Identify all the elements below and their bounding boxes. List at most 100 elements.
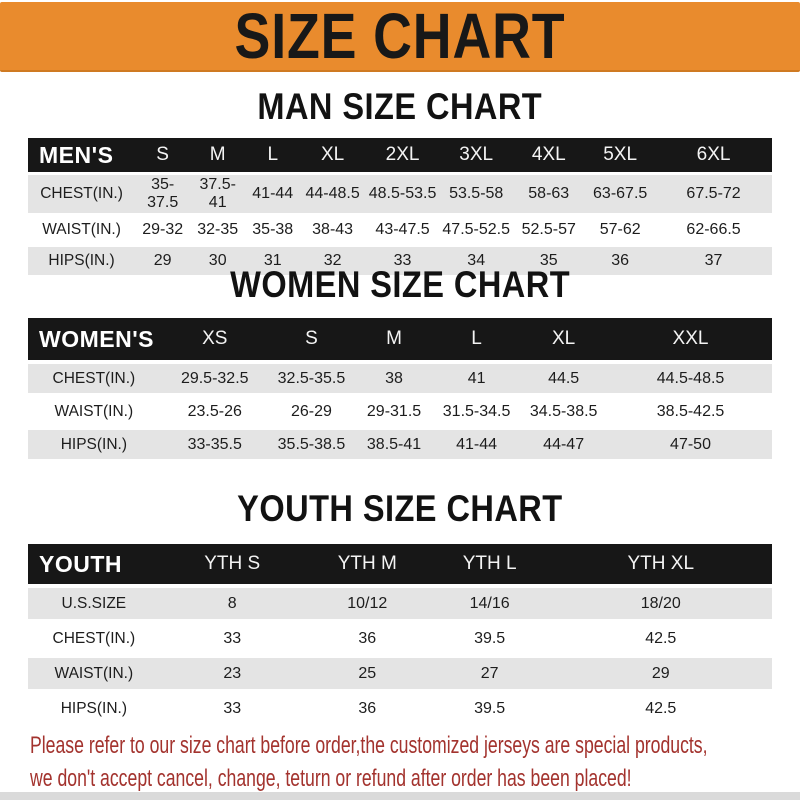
- column-header: M: [190, 138, 246, 172]
- size-cell: 32: [300, 247, 365, 275]
- size-cell: 36: [304, 693, 430, 724]
- column-header: XXL: [609, 318, 772, 360]
- size-cell: 38-43: [300, 216, 365, 244]
- size-cell: 35-37.5: [135, 175, 191, 213]
- size-cell: 41-44: [245, 175, 301, 213]
- table-row: WAIST(IN.) 23 25 27 29: [28, 658, 772, 689]
- table-row: CHEST(IN.) 29.5-32.5 32.5-35.5 38 41 44.5 44.5…: [28, 364, 772, 393]
- size-cell: 33: [364, 247, 441, 275]
- mens-size-table: MEN'S S M L XL 2XL 3XL 4XL 5XL 6XL CHEST(IN.) 35-37…: [28, 135, 772, 278]
- table-row: U.S.SIZE 8 10/12 14/16 18/20: [28, 588, 772, 619]
- size-cell: 34: [440, 247, 513, 275]
- size-cell: 26-29: [269, 397, 354, 426]
- size-cell: 44.5: [518, 364, 610, 393]
- size-cell: 41-44: [434, 430, 519, 459]
- size-cell: 31: [245, 247, 301, 275]
- size-cell: 67.5-72: [655, 175, 772, 213]
- size-cell: 30: [190, 247, 246, 275]
- size-cell: 35.5-38.5: [269, 430, 354, 459]
- size-cell: 34.5-38.5: [518, 397, 610, 426]
- table-corner-label: YOUTH: [28, 544, 160, 584]
- column-header: 2XL: [364, 138, 441, 172]
- size-cell: 57-62: [585, 216, 656, 244]
- column-header: XL: [300, 138, 365, 172]
- bottom-strip: [0, 792, 800, 800]
- section-title-men: MAN SIZE CHART: [0, 88, 800, 125]
- size-cell: 41: [434, 364, 519, 393]
- column-header: YTH M: [304, 544, 430, 584]
- table-corner-label: MEN'S: [28, 138, 136, 172]
- size-cell: 29-31.5: [353, 397, 435, 426]
- size-cell: 62-66.5: [655, 216, 772, 244]
- size-cell: 32.5-35.5: [269, 364, 354, 393]
- size-header-row: YOUTH YTH S YTH M YTH L YTH XL: [28, 544, 772, 584]
- size-cell: 29.5-32.5: [159, 364, 270, 393]
- size-cell: 23.5-26: [159, 397, 270, 426]
- size-cell: 25: [304, 658, 430, 689]
- section-title-women: WOMEN SIZE CHART: [0, 266, 800, 303]
- size-cell: 32-35: [190, 216, 246, 244]
- column-header: YTH S: [159, 544, 305, 584]
- size-cell: 58-63: [512, 175, 586, 213]
- column-header: 4XL: [512, 138, 586, 172]
- size-cell: 42.5: [549, 693, 772, 724]
- section-title-youth: YOUTH SIZE CHART: [0, 490, 800, 527]
- size-cell: 23: [159, 658, 305, 689]
- page-title: SIZE CHART: [234, 0, 566, 72]
- column-header: 3XL: [440, 138, 513, 172]
- section-title-women-text: WOMEN SIZE CHART: [230, 264, 570, 305]
- column-header: YTH L: [429, 544, 550, 584]
- table-corner-label: WOMEN'S: [28, 318, 160, 360]
- row-label: WAIST(IN.): [28, 216, 136, 244]
- size-cell: 53.5-58: [440, 175, 513, 213]
- size-cell: 43-47.5: [364, 216, 441, 244]
- size-cell: 14/16: [429, 588, 550, 619]
- size-cell: 36: [304, 623, 430, 654]
- column-header: S: [269, 318, 354, 360]
- table-row: WAIST(IN.) 23.5-26 26-29 29-31.5 31.5-34.5 34…: [28, 397, 772, 426]
- size-cell: 37: [655, 247, 772, 275]
- size-cell: 39.5: [429, 693, 550, 724]
- size-cell: 47-50: [609, 430, 772, 459]
- table-row: CHEST(IN.) 33 36 39.5 42.5: [28, 623, 772, 654]
- row-label: HIPS(IN.): [28, 693, 160, 724]
- size-cell: 47.5-52.5: [440, 216, 513, 244]
- size-cell: 38: [353, 364, 435, 393]
- column-header: S: [135, 138, 191, 172]
- size-cell: 63-67.5: [585, 175, 656, 213]
- youth-size-table: YOUTH YTH S YTH M YTH L YTH XL U.S.SIZE 8 10/12…: [28, 540, 772, 728]
- row-label: HIPS(IN.): [28, 247, 136, 275]
- table-row: WAIST(IN.) 29-32 32-35 35-38 38-43 43-47.5 47.…: [28, 216, 772, 244]
- size-cell: 10/12: [304, 588, 430, 619]
- size-cell: 44.5-48.5: [609, 364, 772, 393]
- section-title-youth-text: YOUTH SIZE CHART: [237, 488, 563, 529]
- size-header-row: MEN'S S M L XL 2XL 3XL 4XL 5XL 6XL: [28, 138, 772, 172]
- size-cell: 29: [549, 658, 772, 689]
- row-label: HIPS(IN.): [28, 430, 160, 459]
- column-header: 5XL: [585, 138, 656, 172]
- column-header: L: [434, 318, 519, 360]
- section-title-men-text: MAN SIZE CHART: [257, 86, 543, 127]
- size-cell: 33: [159, 693, 305, 724]
- size-cell: 38.5-42.5: [609, 397, 772, 426]
- size-header-row: WOMEN'S XS S M L XL XXL: [28, 318, 772, 360]
- column-header: XL: [518, 318, 610, 360]
- size-cell: 33-35.5: [159, 430, 270, 459]
- womens-size-table: WOMEN'S XS S M L XL XXL CHEST(IN.) 29.5-32.5 32.5…: [28, 314, 772, 463]
- row-label: WAIST(IN.): [28, 658, 160, 689]
- disclaimer-line-1: Please refer to our size chart before or…: [30, 729, 800, 762]
- size-cell: 36: [585, 247, 656, 275]
- table-row: HIPS(IN.) 33 36 39.5 42.5: [28, 693, 772, 724]
- table-row: CHEST(IN.) 35-37.5 37.5-41 41-44 44-48.5 48.5…: [28, 175, 772, 213]
- column-header: XS: [159, 318, 270, 360]
- column-header: L: [245, 138, 301, 172]
- column-header: YTH XL: [549, 544, 772, 584]
- size-cell: 18/20: [549, 588, 772, 619]
- column-header: 6XL: [655, 138, 772, 172]
- size-cell: 35-38: [245, 216, 301, 244]
- table-row: HIPS(IN.) 33-35.5 35.5-38.5 38.5-41 41-44 44-…: [28, 430, 772, 459]
- row-label: CHEST(IN.): [28, 175, 136, 213]
- row-label: U.S.SIZE: [28, 588, 160, 619]
- size-cell: 8: [159, 588, 305, 619]
- banner: SIZE CHART: [0, 2, 800, 72]
